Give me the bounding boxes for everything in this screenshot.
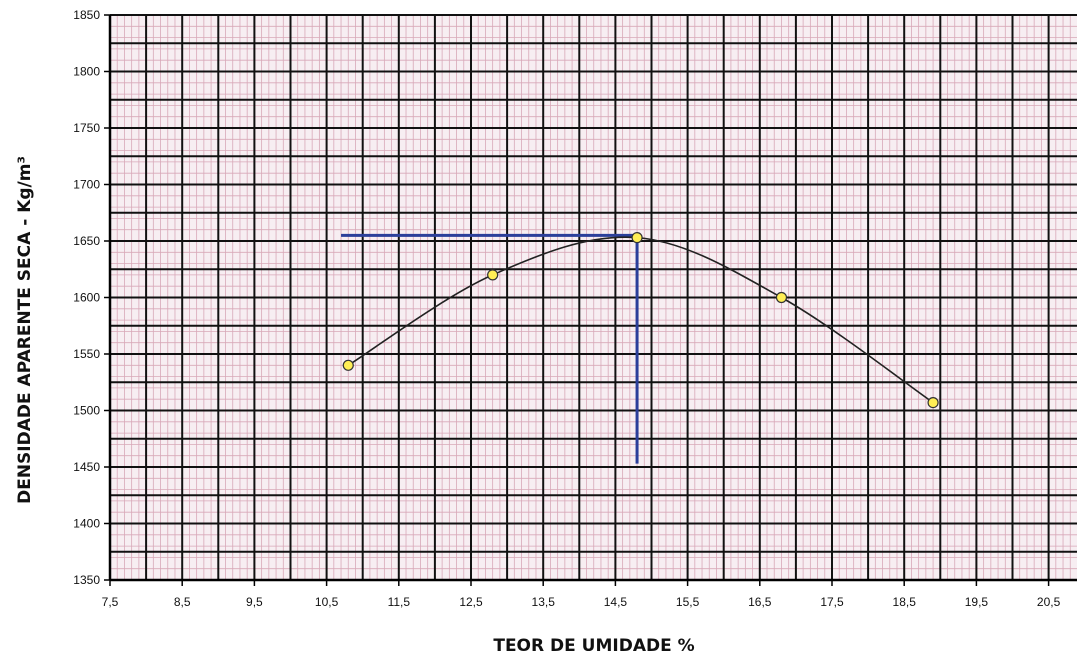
x-tick-label: 20,5: [1037, 595, 1061, 609]
x-tick-label: 8,5: [174, 595, 191, 609]
x-tick-label: 10,5: [315, 595, 339, 609]
y-tick-label: 1750: [73, 121, 100, 135]
x-tick-label: 17,5: [820, 595, 844, 609]
x-tick-label: 18,5: [893, 595, 917, 609]
x-tick-label: 11,5: [388, 595, 411, 609]
x-tick-label: 19,5: [965, 595, 989, 609]
y-tick-labels: 1350 1400 1450 1500 1550 1600 1650 1700 1750 1800…: [73, 8, 110, 587]
reference-lines: [341, 233, 639, 464]
x-tick-label: 12,5: [459, 595, 483, 609]
x-tick-label: 15,5: [676, 595, 700, 609]
data-point: [487, 269, 499, 281]
x-tick-label: 9,5: [246, 595, 263, 609]
y-tick-label: 1850: [73, 8, 100, 22]
data-series: [342, 232, 939, 409]
x-axis-title: TEOR DE UMIDADE %: [493, 636, 694, 656]
data-point: [775, 291, 788, 304]
y-tick-label: 1600: [73, 291, 100, 305]
x-tick-label: 13,5: [532, 595, 556, 609]
y-tick-label: 1800: [73, 65, 100, 79]
x-tick-label: 14,5: [604, 595, 628, 609]
y-tick-label: 1350: [73, 573, 100, 587]
y-tick-label: 1700: [73, 178, 100, 192]
y-tick-label: 1500: [73, 404, 100, 418]
y-axis-title: DENSIDADE APARENTE SECA - Kg/m³: [15, 156, 35, 504]
x-tick-labels: 7,5 8,5 9,5 10,5 11,5 12,5 13,5 14,5 15,5 16,5 17,…: [102, 580, 1061, 609]
y-tick-label: 1400: [73, 517, 100, 531]
y-tick-label: 1650: [73, 234, 100, 248]
y-tick-label: 1550: [73, 347, 100, 361]
x-tick-label: 7,5: [102, 595, 119, 609]
major-grid: [109, 14, 1077, 581]
x-tick-label: 16,5: [748, 595, 772, 609]
data-point: [342, 359, 354, 371]
data-point: [631, 232, 643, 244]
data-point: [927, 396, 939, 409]
y-tick-label: 1450: [73, 460, 100, 474]
